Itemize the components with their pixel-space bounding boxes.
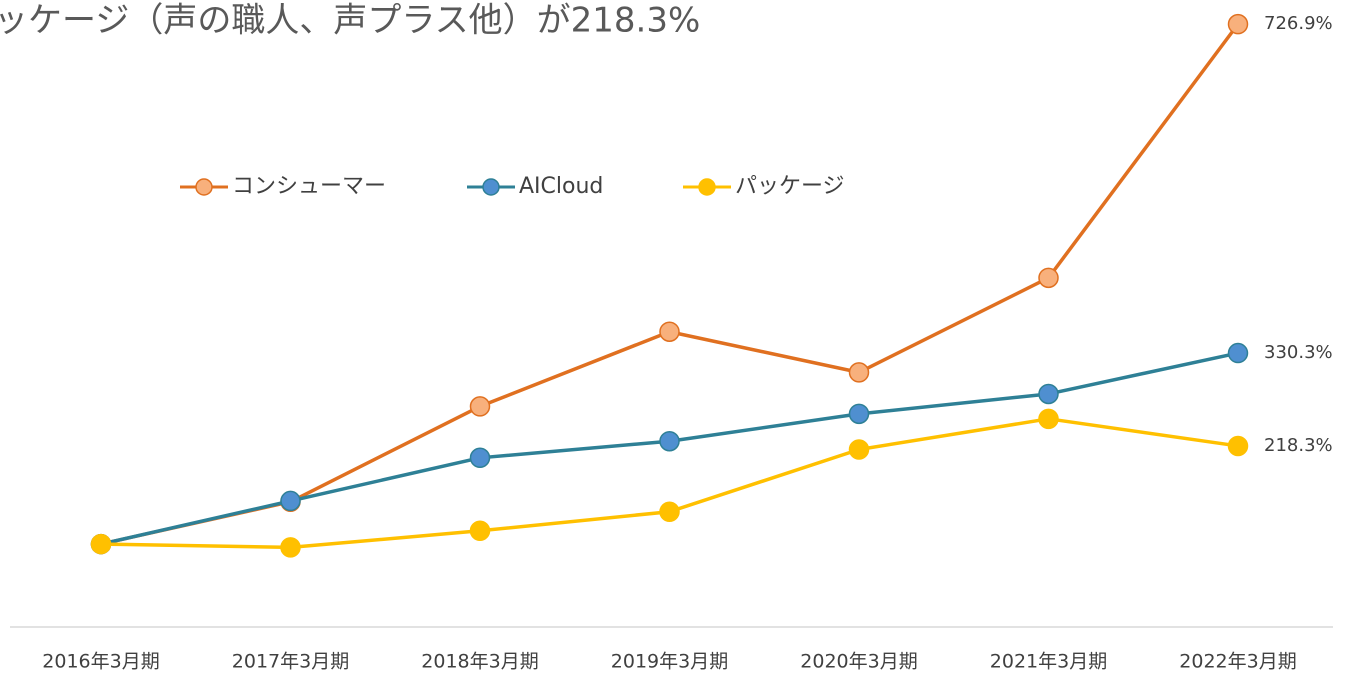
data-label: 218.3%	[1264, 435, 1333, 456]
data-point	[90, 533, 112, 555]
x-tick-label: 2018年3月期	[421, 651, 538, 673]
data-point	[1227, 342, 1249, 364]
legend-marker	[195, 178, 213, 196]
data-label: 726.9%	[1264, 13, 1333, 34]
data-point	[659, 321, 680, 342]
data-point	[469, 447, 491, 469]
x-tick-label: 2021年3月期	[990, 651, 1107, 673]
x-tick-label: 2020年3月期	[800, 651, 917, 673]
legend-marker	[698, 178, 716, 196]
data-point	[469, 396, 491, 417]
data-label: 330.3%	[1264, 342, 1333, 363]
x-tick-label: 2017年3月期	[232, 651, 349, 673]
x-tick-label: 2016年3月期	[42, 651, 159, 673]
data-point	[280, 537, 301, 558]
data-point	[1038, 408, 1059, 430]
data-point	[659, 501, 680, 522]
legend-label: コンシューマー	[232, 174, 386, 199]
x-tick-label: 2019年3月期	[611, 651, 728, 673]
x-tick-label: 2022年3月期	[1179, 651, 1296, 673]
data-point	[848, 439, 870, 460]
legend-label: AICloud	[519, 174, 603, 199]
legend-marker	[482, 178, 500, 196]
legend-label: パッケージ	[735, 174, 845, 199]
series-line	[100, 23, 1240, 546]
data-point	[659, 430, 680, 452]
data-point	[1227, 13, 1249, 35]
data-point	[1227, 435, 1249, 457]
data-point	[1038, 267, 1059, 289]
data-point	[1038, 383, 1059, 405]
data-point	[848, 403, 870, 425]
data-point	[280, 490, 301, 512]
data-point	[848, 362, 870, 383]
data-point	[469, 520, 491, 542]
chart-title: ッケージ（声の職人、声プラス他）が218.3%	[0, 1, 700, 41]
